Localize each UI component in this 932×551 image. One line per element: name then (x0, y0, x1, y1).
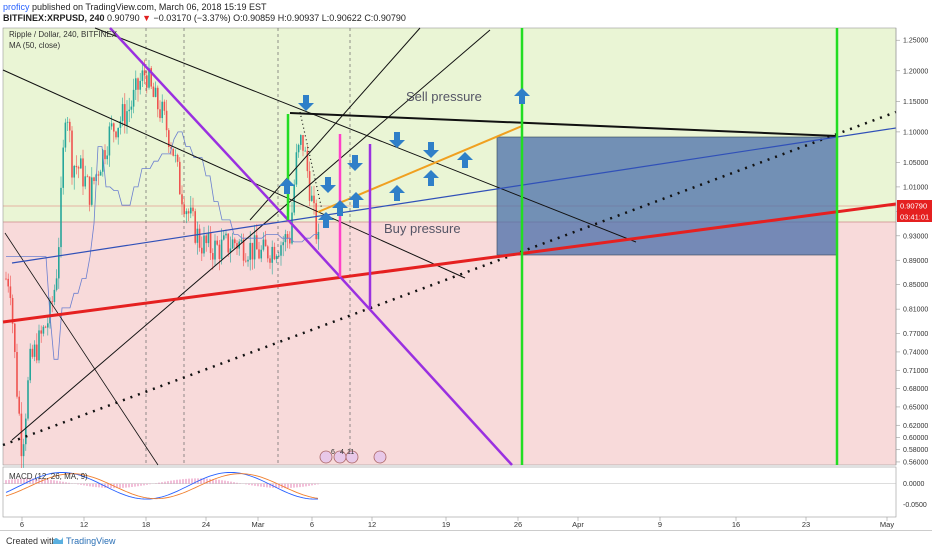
price-axis: 1.25000 1.20000 1.15000 1.10000 1.05000 1.010… (895, 28, 928, 466)
price-tick-10: 0.81000 (903, 307, 928, 314)
sell-pressure-label: Sell pressure (406, 89, 482, 104)
arrow-up-icon (348, 192, 364, 208)
time-tick-4: Mar (252, 520, 265, 529)
last-price-tag-text: 0.90790 (900, 202, 927, 211)
price-tick-11: 0.77000 (903, 331, 928, 338)
time-tick-3: 24 (202, 520, 210, 529)
low-value: L:0.90622 (321, 13, 362, 23)
open-value: O:0.90859 (233, 13, 276, 23)
tradingview-brand-link[interactable]: TradingView (66, 536, 116, 546)
price-tick-18: 0.58000 (903, 447, 928, 454)
time-tick-8: 26 (514, 520, 522, 529)
price-tick-15: 0.65000 (903, 404, 928, 411)
time-tick-2: 18 (142, 520, 150, 529)
time-tick-9: Apr (572, 520, 584, 529)
arrow-down-icon (389, 132, 405, 148)
target-box (496, 136, 838, 256)
price-tick-9: 0.85000 (903, 282, 928, 289)
high-value: H:0.90937 (277, 13, 320, 23)
close-value: C:0.90790 (364, 13, 406, 23)
last-price: 0.90790 (107, 13, 140, 23)
arrow-up-icon (457, 152, 473, 168)
arrow-up-icon (318, 212, 334, 228)
event-marker-1: 6 (331, 449, 335, 456)
created-with-label: Created with (6, 536, 57, 546)
arrow-up-icon (279, 178, 295, 194)
price-tick-12: 0.74000 (903, 349, 928, 356)
time-axis: 6 12 18 24 Mar 6 12 19 26 Apr 9 16 23 May (20, 517, 894, 529)
arrow-down-icon (423, 142, 439, 158)
ma-title: MA (50, close) (9, 41, 61, 50)
arrow-down-icon (347, 155, 363, 171)
timer-tag-text: 03:41:01 (900, 213, 929, 222)
macd-tick-0: 0.0000 (903, 481, 925, 488)
chart-header: proficy published on TradingView.com, Ma… (0, 0, 932, 26)
event-marker-2: 4 (340, 449, 344, 456)
buy-pressure-zone (3, 222, 896, 465)
down-arrow-icon: ▼ (142, 13, 152, 23)
buy-pressure-label: Buy pressure (384, 221, 461, 236)
price-tick-3: 1.10000 (903, 129, 928, 136)
publish-info: published on TradingView.com, March 06, … (29, 2, 267, 12)
arrow-down-icon (298, 95, 314, 111)
arrow-up-icon (389, 185, 405, 201)
arrow-up-icon (514, 88, 530, 104)
macd-pane-frame (2, 466, 897, 518)
pair-title: Ripple / Dollar, 240, BITFINEX (9, 30, 118, 39)
candlesticks (5, 59, 320, 468)
event-marker-3: 11 (347, 449, 354, 456)
time-tick-10: 9 (658, 520, 662, 529)
price-tick-4: 1.05000 (903, 160, 928, 167)
time-tick-5: 6 (310, 520, 314, 529)
time-tick-7: 19 (442, 520, 450, 529)
author-link[interactable]: proficy (3, 2, 30, 12)
time-tick-0: 6 (20, 520, 24, 529)
price-tick-14: 0.68000 (903, 386, 928, 393)
price-tick-16: 0.62000 (903, 423, 928, 430)
pressure-arrows (279, 88, 530, 228)
macd-tick-1: -0.0500 (903, 502, 927, 509)
timer-tag (897, 211, 932, 222)
price-tick-17: 0.60000 (903, 435, 928, 442)
last-price-tag (897, 200, 932, 211)
arrow-up-icon (423, 170, 439, 186)
time-tick-11: 16 (732, 520, 740, 529)
price-tick-1: 1.20000 (903, 68, 928, 75)
arrow-up-icon (332, 200, 348, 216)
footer: Created with TradingView (0, 530, 932, 551)
event-markers[interactable]: 6 4 11 (319, 449, 387, 464)
time-tick-12: 23 (802, 520, 810, 529)
publish-line: proficy published on TradingView.com, Ma… (3, 2, 267, 12)
macd-title: MACD (12, 26, MA, 9) (9, 472, 88, 481)
macd-axis: 0.0000 -0.0500 (903, 481, 927, 509)
tradingview-logo-icon (53, 537, 63, 544)
arrow-down-icon (320, 177, 336, 193)
price-tick-2: 1.15000 (903, 99, 928, 106)
red-trend-line (2, 202, 897, 324)
price-change: −0.03170 (−3.37%) (153, 13, 231, 23)
price-tick-8: 0.89000 (903, 258, 928, 265)
time-tick-13: May (880, 520, 894, 529)
blue-trend-line (11, 127, 897, 264)
trend-lines-black (2, 27, 897, 466)
symbol-label: BITFINEX:XRPUSD, 240 (3, 13, 105, 23)
price-tick-5: 1.01000 (903, 184, 928, 191)
price-tick-19: 0.56000 (903, 459, 928, 466)
time-tick-6: 12 (368, 520, 376, 529)
price-tick-13: 0.71000 (903, 368, 928, 375)
macd-indicator (3, 471, 896, 500)
purple-wedge (109, 27, 513, 466)
ma-line (6, 131, 318, 360)
price-tick-0: 1.25000 (903, 38, 928, 45)
ohlc-line: BITFINEX:XRPUSD, 240 0.90790 ▼ −0.03170 … (3, 13, 406, 23)
time-tick-1: 12 (80, 520, 88, 529)
price-tick-7: 0.93000 (903, 233, 928, 240)
